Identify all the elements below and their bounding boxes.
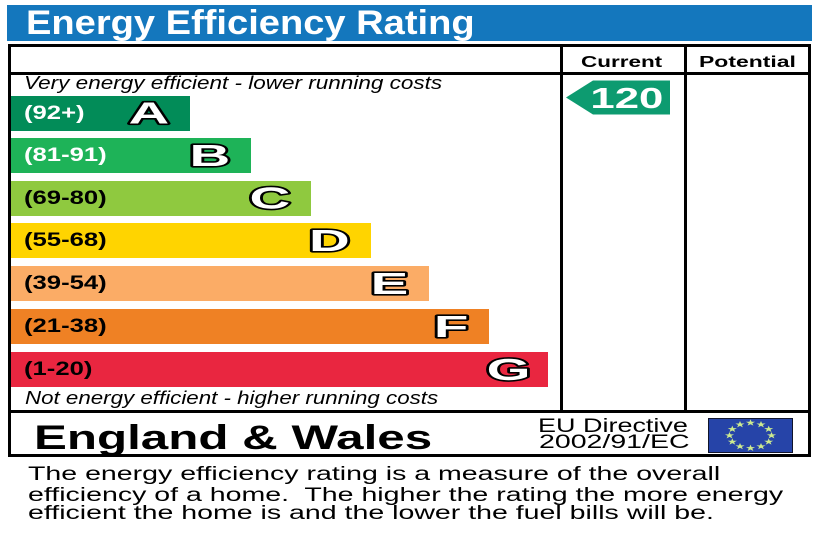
svg-text:C: C	[250, 181, 291, 216]
svg-text:120: 120	[590, 81, 663, 114]
svg-text:B: B	[190, 138, 231, 173]
svg-text:G: G	[487, 352, 531, 387]
svg-text:D: D	[309, 223, 350, 258]
svg-text:A: A	[129, 96, 170, 131]
svg-text:F: F	[434, 309, 468, 344]
svg-text:E: E	[371, 266, 409, 301]
